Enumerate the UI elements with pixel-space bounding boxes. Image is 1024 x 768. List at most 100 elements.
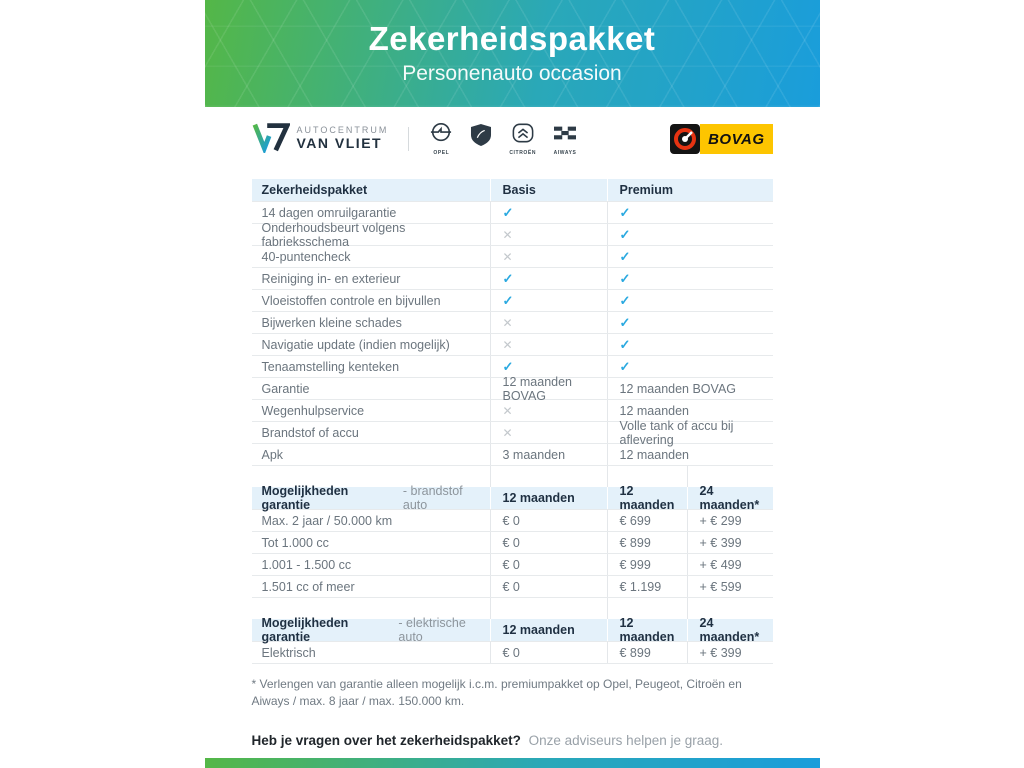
basis-cell: ✕	[489, 224, 607, 245]
fuel-table-header: Mogelijkheden garantie - brandstof auto …	[251, 484, 773, 512]
basis-cell: 3 maanden	[489, 444, 607, 465]
row-label: Tot 1.000 cc	[261, 535, 329, 550]
question-bold: Heb je vragen over het zekerheidspakket?	[251, 732, 521, 748]
row-label: Onderhoudsbeurt volgens fabrieksschema	[261, 220, 406, 249]
basis-cell: ✕	[489, 334, 607, 355]
table-row: Bijwerken kleine schades ✕ ✓	[251, 312, 773, 334]
row-label: Wegenhulpservice	[261, 403, 365, 418]
premium-cell: ✓	[606, 312, 773, 333]
price-cell: + € 399	[686, 532, 773, 553]
table-spacer	[252, 466, 773, 487]
row-label: Navigatie update (indien mogelijk)	[261, 337, 450, 352]
price-cell: € 699	[606, 510, 687, 531]
col-12-maanden: 12 maanden	[489, 487, 607, 509]
basis-cell: ✓	[489, 268, 607, 289]
van-vliet-logo: AUTOCENTRUM VAN VLIET	[252, 121, 389, 158]
premium-cell: 12 maanden BOVAG	[606, 378, 773, 399]
price-cell: € 0	[489, 532, 607, 553]
premium-cell: Volle tank of accu bij aflevering	[606, 419, 773, 447]
tables: Zekerheidspakket Basis Premium 14 dagen …	[251, 179, 773, 664]
premium-cell: ✓	[606, 202, 773, 223]
table-row: Elektrisch € 0 € 899 + € 399	[251, 642, 773, 664]
price-cell: € 899	[606, 642, 687, 663]
premium-cell: 12 maanden	[606, 400, 773, 421]
fuel-warranty-table: Mogelijkheden garantie - brandstof auto …	[251, 484, 773, 598]
table-row: 1.501 cc of meer € 0 € 1.199 + € 599	[251, 576, 773, 598]
col-12-maanden: 12 maanden	[606, 484, 687, 512]
col-24-maanden: 24 maanden*	[686, 616, 773, 644]
opel-logo-icon	[429, 122, 453, 149]
table-row: Navigatie update (indien mogelijk) ✕ ✓	[251, 334, 773, 356]
basis-cell: ✓	[489, 356, 607, 377]
table-row: Brandstof of accu ✕ Volle tank of accu b…	[251, 419, 773, 447]
row-label: Tenaamstelling kenteken	[261, 359, 400, 374]
peugeot-logo-icon	[469, 122, 493, 153]
premium-cell: ✓	[606, 224, 773, 245]
brand-logos: OPEL	[429, 122, 578, 156]
premium-cell: ✓	[606, 268, 773, 289]
premium-cell: ✓	[606, 356, 773, 377]
col-premium: Premium	[606, 179, 773, 201]
basis-cell: ✕	[489, 400, 607, 421]
electric-table-title: Mogelijkheden garantie - elektrische aut…	[261, 616, 466, 644]
price-cell: € 0	[489, 642, 607, 663]
row-label: Max. 2 jaar / 50.000 km	[261, 513, 393, 528]
flyer-sheet: Zekerheidspakket Personenauto occasion	[204, 0, 820, 768]
electric-warranty-table: Mogelijkheden garantie - elektrische aut…	[251, 616, 773, 664]
brand-opel: OPEL	[429, 122, 453, 156]
page-subtitle: Personenauto occasion	[402, 61, 622, 85]
banner: Zekerheidspakket Personenauto occasion	[204, 0, 820, 107]
fuel-table-title: Mogelijkheden garantie - brandstof auto	[261, 484, 463, 512]
table-row: Garantie 12 maanden BOVAG 12 maanden BOV…	[251, 375, 773, 403]
brand-aiways: AIWAYS	[552, 122, 578, 156]
van-vliet-v7-icon	[252, 121, 291, 158]
row-label: 1.001 - 1.500 cc	[261, 557, 352, 572]
electric-table-header: Mogelijkheden garantie - elektrische aut…	[251, 616, 773, 644]
row-label: Brandstof of accu	[261, 425, 359, 440]
row-label: Apk	[261, 447, 284, 462]
basis-cell: 12 maanden BOVAG	[489, 375, 607, 403]
col-12-maanden: 12 maanden	[606, 616, 687, 644]
row-label: 1.501 cc of meer	[261, 579, 355, 594]
bovag-wordmark: BOVAG	[700, 124, 773, 154]
table-row: Tenaamstelling kenteken ✓ ✓	[251, 356, 773, 378]
price-cell: + € 399	[686, 642, 773, 663]
aiways-logo-icon	[552, 122, 578, 149]
closing-question: Heb je vragen over het zekerheidspakket?…	[252, 733, 773, 748]
table-row: 40-puntencheck ✕ ✓	[251, 246, 773, 268]
premium-cell: ✓	[606, 334, 773, 355]
table-row: 1.001 - 1.500 cc € 0 € 999 + € 499	[251, 554, 773, 576]
basis-cell: ✕	[489, 312, 607, 333]
price-cell: + € 299	[686, 510, 773, 531]
price-cell: € 999	[606, 554, 687, 575]
price-cell: € 0	[489, 510, 607, 531]
row-label: 40-puntencheck	[261, 249, 351, 264]
col-12-maanden: 12 maanden	[489, 619, 607, 641]
citroen-logo-icon	[511, 122, 535, 149]
bovag-logo: BOVAG	[670, 124, 773, 154]
package-table: Zekerheidspakket Basis Premium 14 dagen …	[251, 179, 773, 466]
table-row: Onderhoudsbeurt volgens fabrieksschema ✕…	[251, 220, 773, 249]
table-row: Max. 2 jaar / 50.000 km € 0 € 699 + € 29…	[251, 510, 773, 532]
premium-cell: 12 maanden	[606, 444, 773, 465]
page-title: Zekerheidspakket	[368, 20, 656, 58]
table-row: Vloeistoffen controle en bijvullen ✓ ✓	[251, 290, 773, 312]
basis-cell: ✕	[489, 246, 607, 267]
row-label: Elektrisch	[261, 645, 316, 660]
price-cell: € 0	[489, 554, 607, 575]
col-basis: Basis	[489, 179, 607, 201]
package-table-title: Zekerheidspakket	[261, 183, 368, 197]
price-cell: € 1.199	[606, 576, 687, 597]
divider	[408, 127, 410, 151]
table-row: 14 dagen omruilgarantie ✓ ✓	[251, 202, 773, 224]
table-row: Apk 3 maanden 12 maanden	[251, 444, 773, 466]
dealer-name-bottom: VAN VLIET	[296, 135, 383, 152]
premium-cell: ✓	[606, 290, 773, 311]
price-cell: + € 499	[686, 554, 773, 575]
package-table-header: Zekerheidspakket Basis Premium	[251, 179, 773, 202]
price-cell: € 899	[606, 532, 687, 553]
basis-cell: ✕	[489, 422, 607, 443]
bovag-wheel-icon	[670, 124, 701, 154]
price-cell: € 0	[489, 576, 607, 597]
